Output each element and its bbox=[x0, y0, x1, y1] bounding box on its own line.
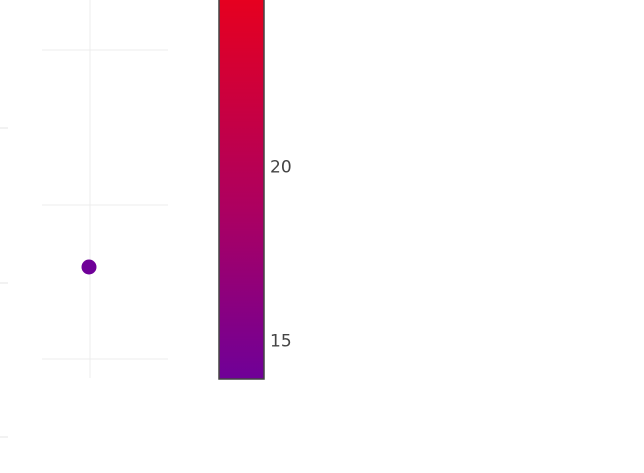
colorbar-tick-label: 15 bbox=[270, 332, 292, 352]
scatter-point[interactable] bbox=[81, 259, 97, 275]
colorbar-tick-label: 20 bbox=[270, 157, 292, 177]
plot-area bbox=[0, 0, 168, 438]
colorbar-gradient bbox=[218, 0, 265, 380]
scatter-points bbox=[81, 259, 97, 275]
